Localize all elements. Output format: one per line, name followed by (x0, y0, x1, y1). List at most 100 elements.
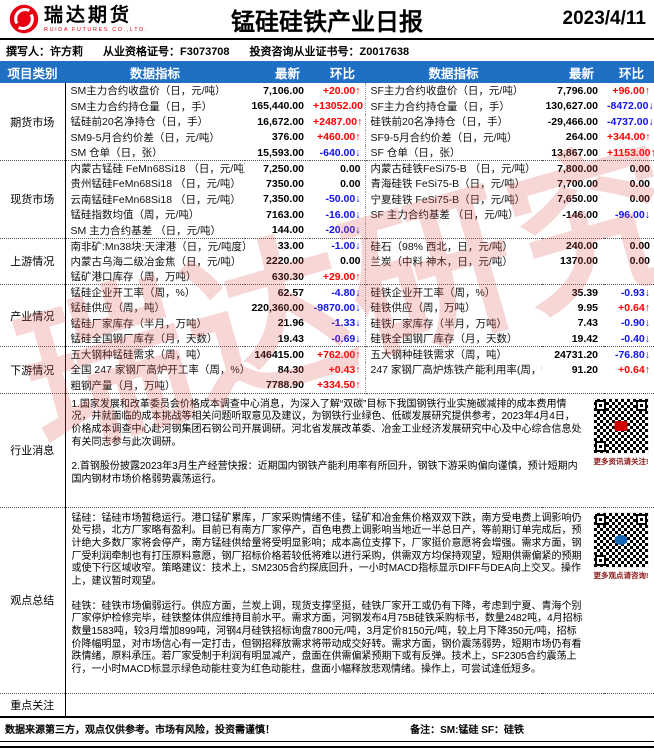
summary-paragraph: 锰硅：锰硅市场暂稳运行。港口锰矿累库，厂家采购情绪不佳，锰矿和冶金焦价格双双下跌… (71, 512, 582, 587)
value-cell: 7350.00 (266, 177, 304, 190)
value-cell: 7163.00 (266, 208, 304, 221)
qualification-cert: 从业资格证号：F3073708 (103, 46, 230, 58)
value-cell: 84.30 (277, 363, 304, 376)
value-cell: 146415.00 (254, 348, 304, 361)
section-viewpoint-summary: 观点总结 锰硅：锰硅市场暂稳运行。港口锰矿累库，厂家采购情绪不佳，锰矿和冶金焦价… (0, 507, 654, 694)
news-paragraph: 2.首钢股份披露2023年3月生产经营快报：近期国内钢铁产能利用率有所回升，钢铁… (71, 461, 578, 485)
section-industry-news: 行业消息 1.国家发展和改革委员会价格成本调查中心消息，为深入了解“双碳”目标下… (0, 393, 654, 507)
qr-code-icon (593, 397, 649, 454)
change-cell: -20.00↓ (325, 224, 361, 236)
advisory-cert: 投资咨询从业证书号：Z0017638 (249, 46, 410, 58)
company-name: 瑞达期货 (44, 4, 133, 26)
company-logo: 瑞达期货 RUIDA FUTURES CO.,LTD. (8, 3, 148, 35)
value-cell: 7,250.00 (263, 162, 304, 175)
section-key-focus: 重点关注 (0, 693, 654, 716)
bottom-divider (0, 740, 654, 748)
value-cell: 9.95 (577, 301, 598, 314)
indicator-cell: 硅铁企业开工率（周，%） (364, 284, 542, 300)
qr-center-logo (614, 534, 628, 545)
qr-caption: 更多资讯请关注! (593, 456, 649, 466)
indicator-cell: SM主力合约持仓量（日，手） (70, 100, 213, 113)
table-header: 项目类别 数据指标 最新 环比 数据指标 最新 环比 (0, 61, 654, 83)
change-cell: +13052.00↑ (313, 100, 365, 113)
news-paragraph: 1.国家发展和改革委员会价格成本调查中心消息，为深入了解“双碳”目标下我国钢铁行… (71, 398, 582, 448)
change-cell: -50.00↓ (325, 193, 361, 206)
table-row: 锰硅全国钢厂库存（月，天数） 19.43 -0.69↓ 硅铁全国钢厂库存（月，天… (0, 331, 654, 347)
change-cell (604, 223, 654, 239)
change-cell: +0.64↑ (618, 363, 650, 376)
change-cell: -8472.00↓ (607, 100, 654, 113)
author-line: 撰写人：许方莉 从业资格证号：F3073708 投资咨询从业证书号：Z00176… (0, 40, 654, 61)
category-cell: 观点总结 (0, 507, 66, 694)
indicator-cell: 锰硅企业开工率（周，%） (70, 287, 196, 299)
indicator-cell: 五大钢种锰硅需求（周，吨） (70, 349, 208, 361)
change-cell: +762.00↑ (317, 348, 361, 361)
table-row: 锰硅前20名净持仓（日，手） 16,672.00 +2487.00↑ 硅铁前20… (0, 114, 654, 130)
change-cell: -0.90↓ (620, 317, 650, 330)
table-row: 下游情况 五大钢种锰硅需求（周，吨） 146415.00 +762.00↑ 五大… (0, 346, 654, 393)
indicator-cell: 南非矿:Mn38块:天津港（日，元/吨度） (70, 240, 246, 253)
value-cell: 630.30 (271, 270, 304, 283)
change-cell: +344.00↑ (607, 131, 651, 144)
value-cell: 264.00 (565, 131, 598, 144)
value-cell: 13,867.00 (551, 146, 598, 159)
indicator-cell: 内蒙古乌海二级冶金焦（日，元/吨） (70, 255, 242, 268)
table-row: 锰硅厂家库存（半月，万吨） 21.96 -1.33↓ 硅铁厂家库存（半月，万吨）… (0, 315, 654, 331)
change-cell: 0.00 (340, 162, 361, 175)
indicator-cell: 粗钢产量（月，万吨） (70, 379, 176, 392)
indicator-cell: 兰炭（中料 神木，日，元/吨） (364, 253, 542, 269)
indicator-cell: 五大钢种硅铁需求（周，吨） (364, 346, 542, 362)
category-cell: 下游情况 (0, 346, 66, 393)
value-cell: 7,106.00 (263, 84, 304, 97)
value-cell: 376.00 (271, 131, 304, 144)
change-cell: -96.00↓ (614, 208, 650, 221)
indicator-cell: 宁夏硅铁 FeSi75-B（日，元/吨） (364, 191, 542, 207)
table-row: 现货市场 内蒙古锰硅 FeMn68Si18 （日，元/吨） 7,250.00 0… (0, 160, 654, 238)
change-cell: -640.00↓ (319, 146, 361, 159)
change-cell: -16.00↓ (325, 208, 361, 221)
indicator-cell: 内蒙古硅铁FeSi75-B （日，元/吨） (364, 160, 542, 176)
table-row: 期货市场 SM主力合约收盘价（日，元/吨） 7,106.00 +20.00↑ S… (0, 83, 654, 161)
value-cell: 33.00 (277, 240, 304, 252)
change-cell: 0.00 (629, 177, 650, 190)
table-row: 粗钢产量（月，万吨） 7788.90 +334.50↑ (0, 377, 654, 393)
change-cell: -76.80↓ (614, 348, 650, 361)
indicator-cell: 锰硅供应（周，吨） (70, 302, 166, 315)
ruida-logo-icon (9, 4, 39, 34)
company-name-en: RUIDA FUTURES CO.,LTD. (44, 26, 148, 33)
qr-caption: 更多观点请咨询! (593, 570, 649, 580)
category-cell: 期货市场 (0, 83, 66, 161)
indicator-cell: 锰硅前20名净持仓（日，手） (70, 116, 209, 129)
indicator-cell: 硅铁供应（周，万吨） (364, 300, 542, 316)
col-latest-left: 最新 (245, 61, 310, 83)
category-cell: 重点关注 (0, 693, 66, 716)
data-table: 项目类别 数据指标 最新 环比 数据指标 最新 环比 期货市场 SM主力合约收盘… (0, 61, 654, 716)
value-cell: 21.96 (277, 317, 304, 330)
report-footer: 数据来源第三方，观点仅供参考。市场有风险，投资需谨慎！ 备注：SM:锰硅 SF：… (0, 715, 654, 738)
change-cell: 0.00 (629, 240, 650, 252)
indicator-cell: 锰矿港口库存（周，万吨） (70, 271, 197, 283)
col-indicator-left: 数据指标 (65, 61, 245, 83)
value-cell: -29,466.00 (547, 115, 598, 128)
value-cell: 7788.90 (266, 379, 304, 391)
change-cell: +1153.00↑ (607, 146, 654, 159)
indicator-cell: SF9-5月合约价差（日，元/吨） (364, 129, 542, 145)
report-date: 2023/4/11 (562, 8, 646, 29)
value-cell: 7,700.00 (557, 177, 598, 190)
value-cell: 220,360.00 (251, 301, 304, 314)
change-cell: 0.00 (340, 177, 361, 190)
change-cell: -0.69↓ (331, 332, 361, 345)
change-cell: 0.00 (629, 193, 650, 206)
value-cell: 91.20 (571, 363, 598, 376)
value-cell: 7,650.00 (557, 193, 598, 206)
section-futures-market: 期货市场 SM主力合约收盘价（日，元/吨） 7,106.00 +20.00↑ S… (0, 83, 654, 161)
report-header: 瑞达期货 RUIDA FUTURES CO.,LTD. 锰硅硅铁产业日报 202… (0, 0, 654, 40)
value-cell: 1370.00 (560, 255, 598, 268)
change-cell: +2487.00↑ (313, 115, 363, 128)
table-row: 内蒙古乌海二级冶金焦（日，元/吨） 2220.00 0.00 兰炭（中料 神木，… (0, 253, 654, 269)
change-cell: 0.00 (629, 162, 650, 175)
section-downstream: 下游情况 五大钢种锰硅需求（周，吨） 146415.00 +762.00↑ 五大… (0, 346, 654, 393)
change-cell (604, 269, 654, 285)
category-cell: 行业消息 (0, 393, 66, 507)
col-change-right: 环比 (604, 61, 654, 83)
